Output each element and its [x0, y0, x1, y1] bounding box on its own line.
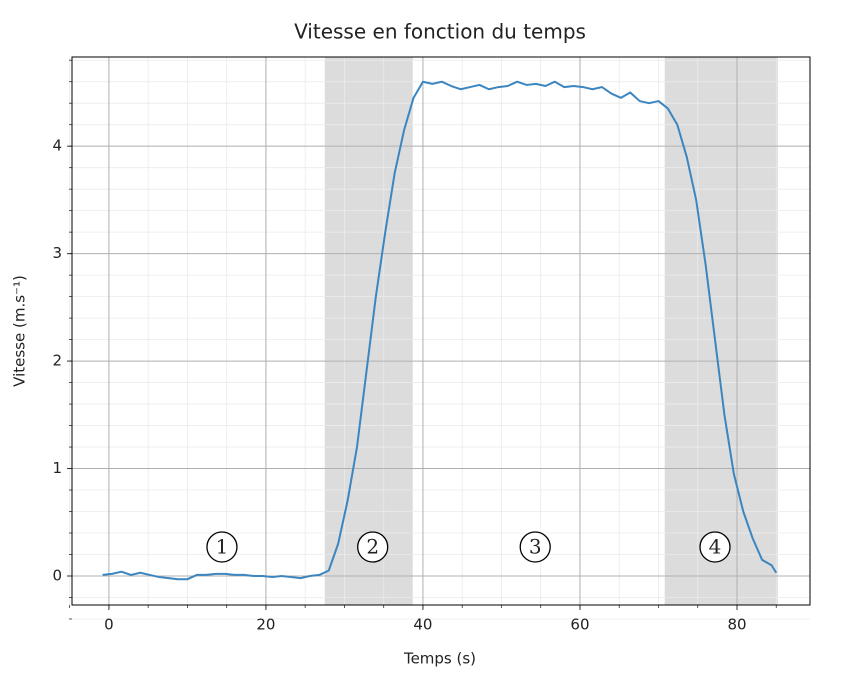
y-tick-label: 3 — [52, 244, 62, 262]
annotation-circle — [519, 531, 551, 563]
y-tick-label: 2 — [52, 352, 62, 370]
x-tick-label: 20 — [256, 616, 275, 634]
x-axis-label: Temps (s) — [403, 650, 476, 668]
data-line — [102, 80, 778, 581]
annotation: 3 — [529, 534, 542, 558]
x-tick-label: 40 — [413, 616, 432, 634]
y-axis-label: Vitesse (m.s⁻¹) — [11, 275, 29, 387]
x-tick-label: 0 — [104, 616, 114, 634]
x-tick-label: 60 — [570, 616, 589, 634]
annotation: 1 — [216, 534, 229, 558]
annotation-circle — [206, 531, 238, 563]
x-tick-label: 80 — [727, 616, 746, 634]
y-tick-label: 4 — [52, 137, 62, 155]
annotation-circle — [357, 531, 389, 563]
y-tick-label: 0 — [52, 566, 62, 584]
annotation: 2 — [366, 534, 379, 558]
shaded-region — [324, 57, 413, 605]
plot-frame — [71, 56, 811, 606]
chart-title: Vitesse en fonction du temps — [294, 20, 586, 44]
annotation-circle — [699, 531, 731, 563]
y-tick-label: 1 — [52, 459, 62, 477]
annotation: 4 — [709, 534, 722, 558]
